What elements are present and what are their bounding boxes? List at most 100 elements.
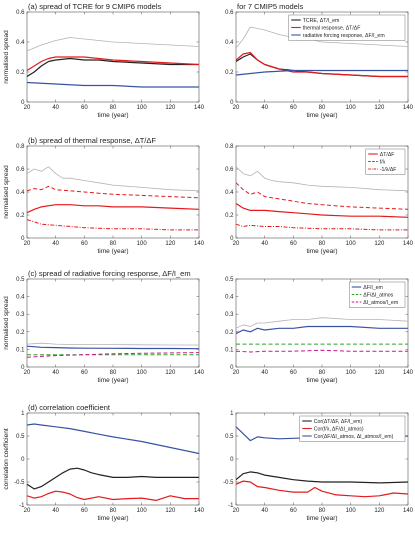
series-line-magenta [236, 349, 408, 353]
x-tick-label: 20 [233, 508, 240, 514]
x-axis-label: time (year) [97, 515, 128, 522]
x-tick-label: 20 [24, 241, 31, 247]
series-line-gray [236, 166, 408, 192]
series-line-red [27, 204, 199, 214]
x-axis-label: time (year) [306, 377, 337, 384]
y-tick-label: 0.5 [225, 277, 234, 283]
legend-entry: Cor(f/λ, ΔF/ΔI_atmos) [314, 426, 364, 432]
x-axis-label: time (year) [97, 248, 128, 255]
legend-entry: -1/λ/ΔF [380, 167, 397, 173]
x-tick-label: 80 [110, 105, 117, 111]
x-tick-label: 80 [110, 508, 117, 514]
series-line-red [27, 185, 199, 199]
x-tick-label: 140 [194, 105, 205, 111]
x-tick-label: 120 [165, 241, 176, 247]
panel-title: (b) spread of thermal response, ΔT/ΔF [28, 136, 156, 145]
y-tick-label: 0.1 [225, 347, 234, 353]
x-tick-label: 20 [233, 105, 240, 111]
panel-title: (d) correlation coefficient [28, 403, 111, 412]
x-tick-label: 40 [52, 370, 59, 376]
legend-entry: f/λ [380, 159, 386, 165]
x-tick-label: 60 [290, 370, 297, 376]
y-tick-label: 0.6 [225, 167, 234, 173]
series-line-red [27, 56, 199, 72]
y-axis-label: normalised spread [3, 296, 10, 350]
y-tick-label: 0 [21, 100, 25, 106]
series-line-black [236, 471, 408, 484]
chart-panel-5: 20 40 60 80 100 120 140 0 0.1 0.2 0.3 0.4 0.5 time (y… [3, 269, 205, 384]
y-tick-label: 0.8 [225, 144, 234, 150]
legend-entry: ΔF/I_em [363, 285, 383, 291]
chart-panel-2: 20 40 60 80 100 120 140 0 0.2 0.4 0.6 time (year) fo… [225, 2, 414, 119]
y-tick-label: 0.2 [225, 70, 234, 76]
x-tick-label: 20 [24, 105, 31, 111]
series-line-gray [27, 166, 199, 192]
y-tick-label: -1 [19, 503, 25, 509]
y-tick-label: 0 [230, 236, 234, 242]
x-tick-label: 140 [194, 370, 205, 376]
series-line-blue [236, 69, 408, 76]
x-tick-label: 80 [319, 508, 326, 514]
x-tick-label: 120 [374, 370, 385, 376]
x-tick-label: 100 [346, 370, 357, 376]
x-tick-label: 100 [346, 508, 357, 514]
x-tick-label: 80 [110, 370, 117, 376]
y-tick-label: 0.6 [225, 10, 234, 16]
legend-entry: Cor(ΔT/ΔF, ΔF/I_em) [314, 419, 363, 425]
x-tick-label: 140 [403, 105, 414, 111]
series-line-red [236, 182, 408, 210]
y-tick-label: 0 [21, 365, 25, 371]
y-tick-label: 0.1 [16, 347, 25, 353]
y-tick-label: 1 [230, 411, 234, 417]
series-line-gray [27, 37, 199, 52]
x-tick-label: 120 [165, 105, 176, 111]
panel-title: for 7 CMIP5 models [237, 2, 304, 11]
x-tick-label: 140 [403, 508, 414, 514]
series-line-red [27, 219, 199, 231]
y-tick-label: 0.3 [225, 312, 234, 318]
series-line-red [27, 490, 199, 501]
x-tick-label: 80 [319, 105, 326, 111]
chart-panel-3: 20 40 60 80 100 120 140 0 0.2 0.4 0.6 0.8 time (year… [3, 136, 205, 255]
x-tick-label: 20 [233, 241, 240, 247]
series-line-magenta [27, 352, 199, 358]
x-tick-label: 120 [165, 508, 176, 514]
x-tick-label: 60 [81, 508, 88, 514]
x-tick-label: 40 [261, 508, 268, 514]
x-tick-label: 60 [81, 105, 88, 111]
x-tick-label: 100 [346, 241, 357, 247]
y-tick-label: 0.4 [225, 40, 234, 46]
y-tick-label: 0.5 [16, 434, 25, 440]
y-tick-label: 0.4 [225, 190, 234, 196]
y-tick-label: 0.6 [16, 10, 25, 16]
x-tick-label: 60 [81, 241, 88, 247]
series-line-blue [27, 345, 199, 350]
x-tick-label: 60 [290, 241, 297, 247]
legend-entry: TCRE, ΔT/I_em [303, 18, 340, 24]
y-axis-label: normalised spread [3, 165, 10, 219]
legend-box [288, 14, 406, 41]
chart-panel-6: 20 40 60 80 100 120 140 0 0.1 0.2 0.3 0.4 0.5 time (y… [225, 277, 414, 384]
legend-entry: thermal response, ΔT/ΔF [303, 25, 361, 31]
panel-title: (c) spread of radiative forcing response… [28, 269, 191, 278]
x-tick-label: 80 [319, 370, 326, 376]
chart-panel-8: 20 40 60 80 100 120 140 -1 -0.5 0 0.5 1 time (year) C… [223, 411, 414, 522]
x-tick-label: 140 [194, 241, 205, 247]
series-line-red [236, 223, 408, 231]
x-tick-label: 20 [233, 370, 240, 376]
series-line-red [236, 480, 408, 498]
x-tick-label: 60 [290, 105, 297, 111]
legend-box [349, 281, 406, 308]
y-tick-label: 0.4 [16, 295, 25, 301]
y-tick-label: 0.2 [16, 330, 25, 336]
y-tick-label: -0.5 [223, 480, 234, 486]
chart-panel-1: 20 40 60 80 100 120 140 0 0.2 0.4 0.6 time (year) no… [3, 2, 205, 119]
legend-entry: Cor(ΔF/ΔI_atmos, ΔI_atmos/I_em) [314, 434, 394, 440]
panel-title: (a) spread of TCRE for 9 CMIP6 models [28, 2, 161, 11]
x-tick-label: 40 [261, 241, 268, 247]
legend-box [299, 415, 406, 442]
y-tick-label: 0.2 [225, 213, 234, 219]
y-axis-label: correlation coefficient [3, 428, 10, 489]
y-tick-label: 0.3 [16, 312, 25, 318]
